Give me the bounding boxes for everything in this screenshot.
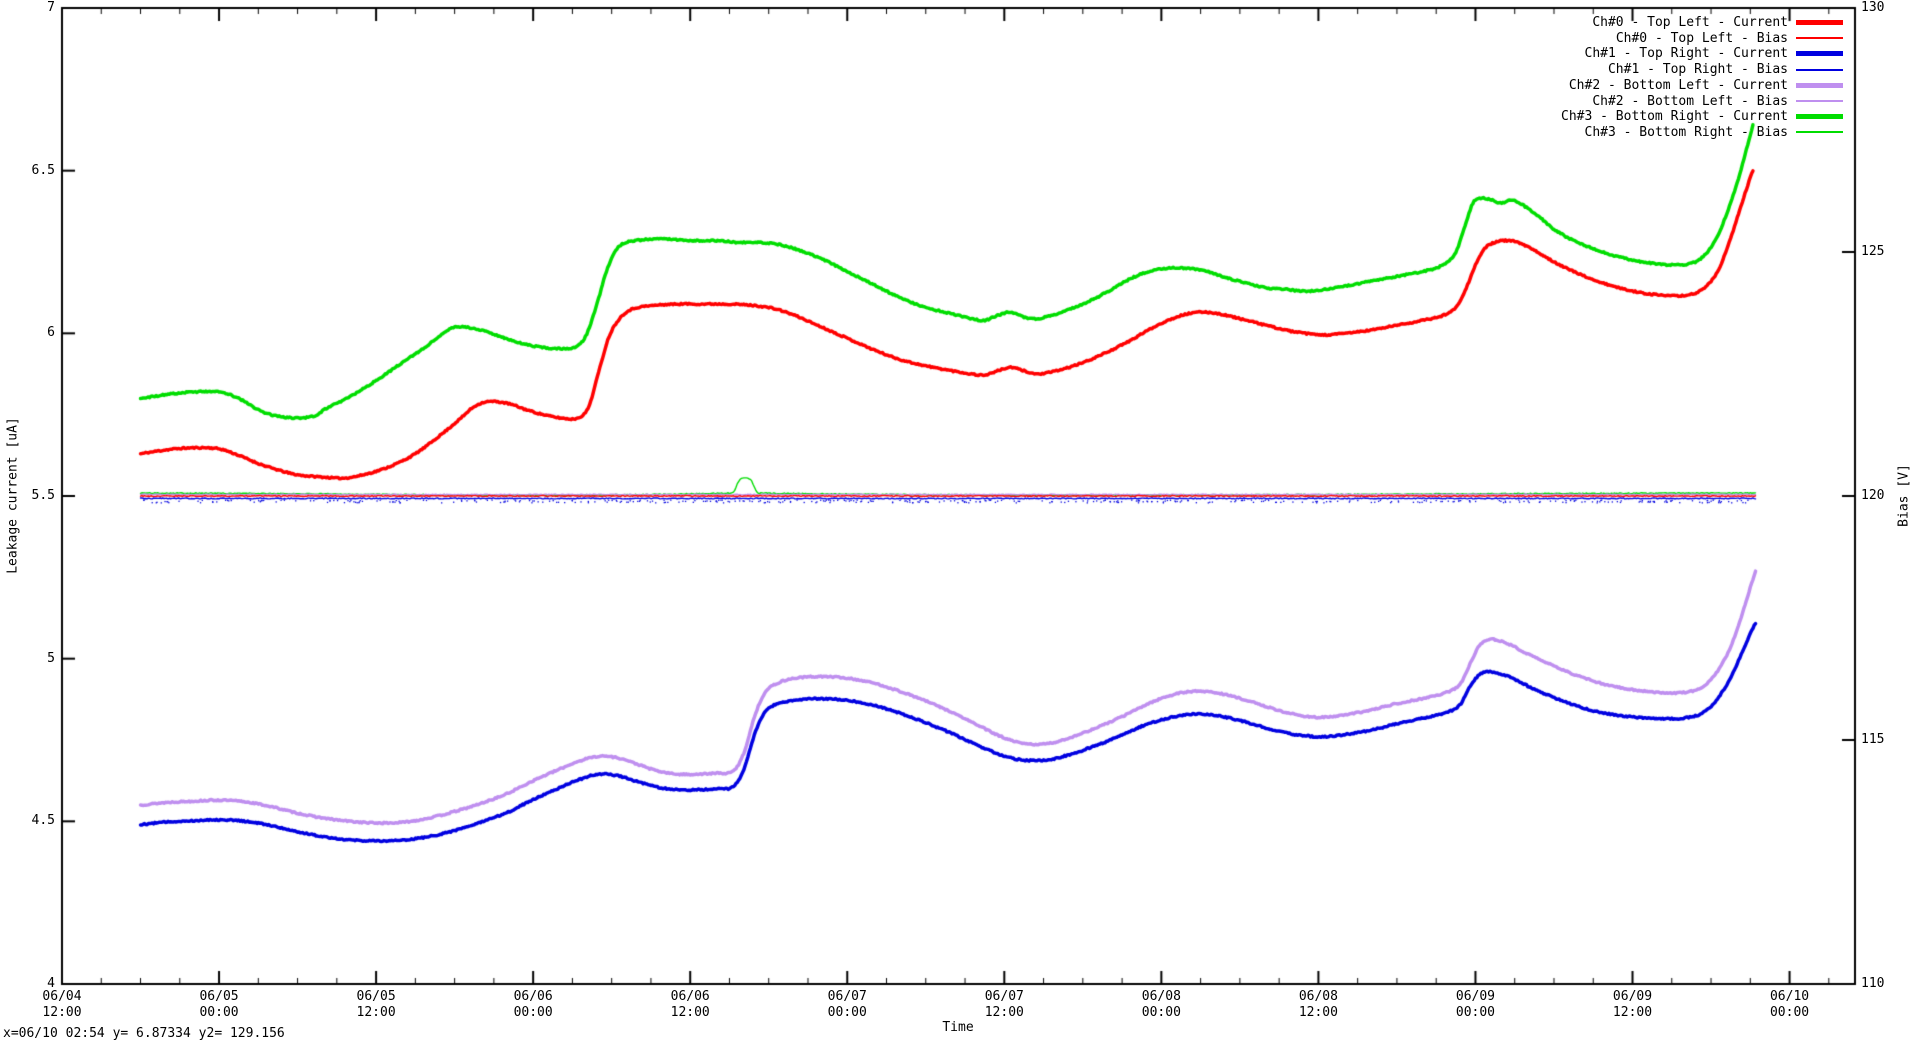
plot-window: 76.565.554.54 130125120115110 06/04 12:0… [0,0,1920,1043]
plot-area[interactable] [0,0,1920,1043]
